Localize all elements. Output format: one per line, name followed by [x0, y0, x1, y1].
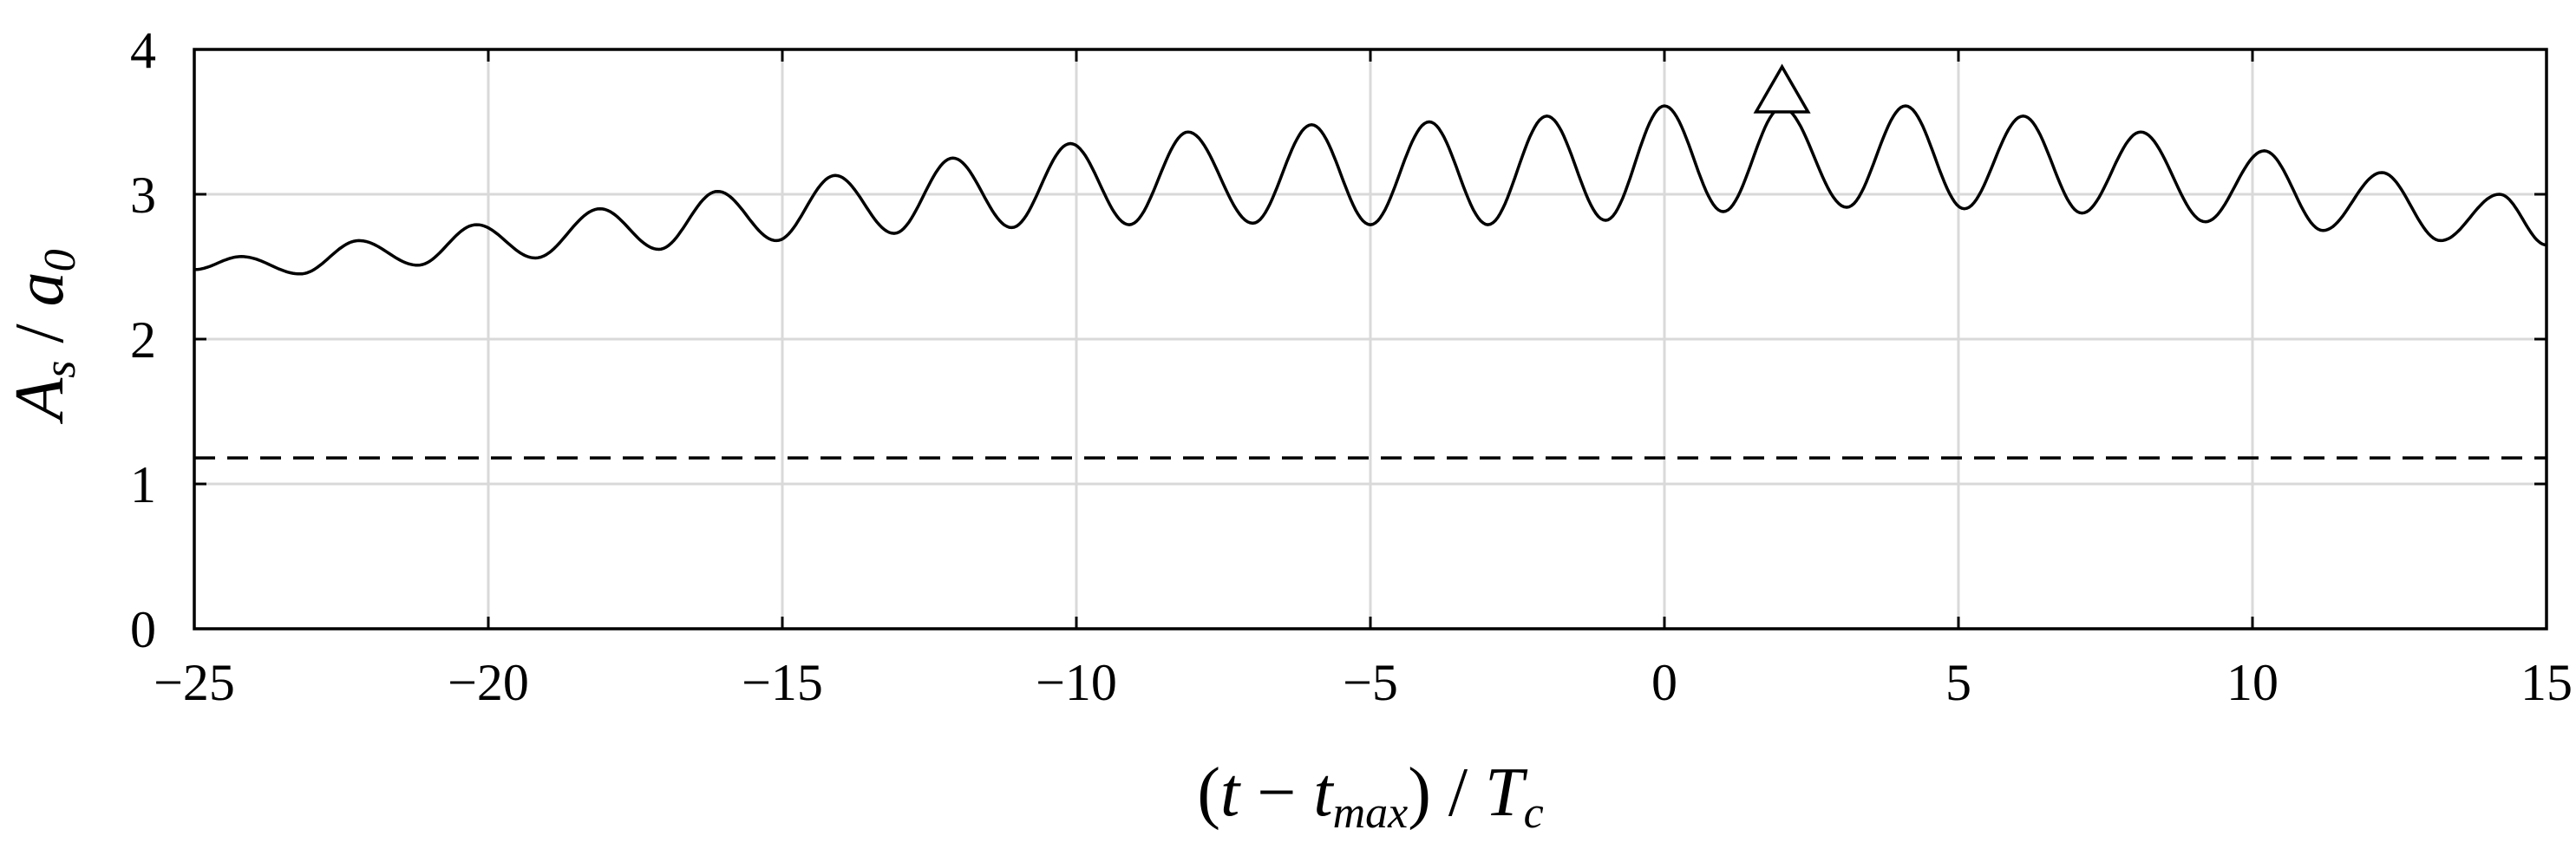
x-label-tmax-sub: max	[1333, 788, 1409, 838]
x-label-t: t	[1220, 755, 1241, 831]
y-label-as-base: A	[2, 377, 78, 425]
x-tick-label: −10	[1036, 654, 1117, 711]
y-tick-label: 1	[130, 456, 156, 513]
tick-labels: −25 −20 −15 −10 −5 0 5 10 15 0 1 2 3 4	[130, 22, 2573, 711]
x-tick-label: 15	[2520, 654, 2573, 711]
x-label-open-paren: (	[1197, 755, 1220, 831]
x-label-tc-sub: c	[1524, 788, 1544, 838]
x-label-minus: −	[1239, 755, 1313, 831]
amplitude-series-line	[194, 104, 2547, 276]
y-tick-label: 3	[130, 167, 156, 224]
x-axis-label: (t − tmax) / Tc	[1197, 755, 1543, 838]
x-label-tc-base: T	[1485, 755, 1528, 831]
y-label-as-sub: s	[36, 361, 85, 378]
x-tick-label: −20	[448, 654, 529, 711]
y-tick-label: 2	[130, 311, 156, 369]
x-tick-label: −5	[1343, 654, 1398, 711]
series-layer	[194, 63, 2547, 460]
y-tick-label: 0	[130, 601, 156, 658]
ticks	[193, 48, 2548, 631]
x-tick-label: 10	[2226, 654, 2279, 711]
y-axis-label: As / a0	[2, 249, 85, 424]
x-tick-label: 0	[1651, 654, 1677, 711]
y-label-a0-base: a	[2, 271, 78, 306]
x-label-slash: /	[1431, 755, 1485, 831]
x-tick-label: −15	[742, 654, 823, 711]
x-label-tmax-base: t	[1313, 755, 1334, 831]
triangle-marker	[1753, 63, 1811, 114]
y-tick-label: 4	[130, 22, 156, 79]
y-label-a0-sub: 0	[36, 249, 85, 271]
x-tick-label: −25	[154, 654, 235, 711]
x-tick-label: 5	[1945, 654, 1971, 711]
y-label-slash: /	[2, 306, 78, 360]
x-label-close-paren: )	[1408, 755, 1431, 831]
